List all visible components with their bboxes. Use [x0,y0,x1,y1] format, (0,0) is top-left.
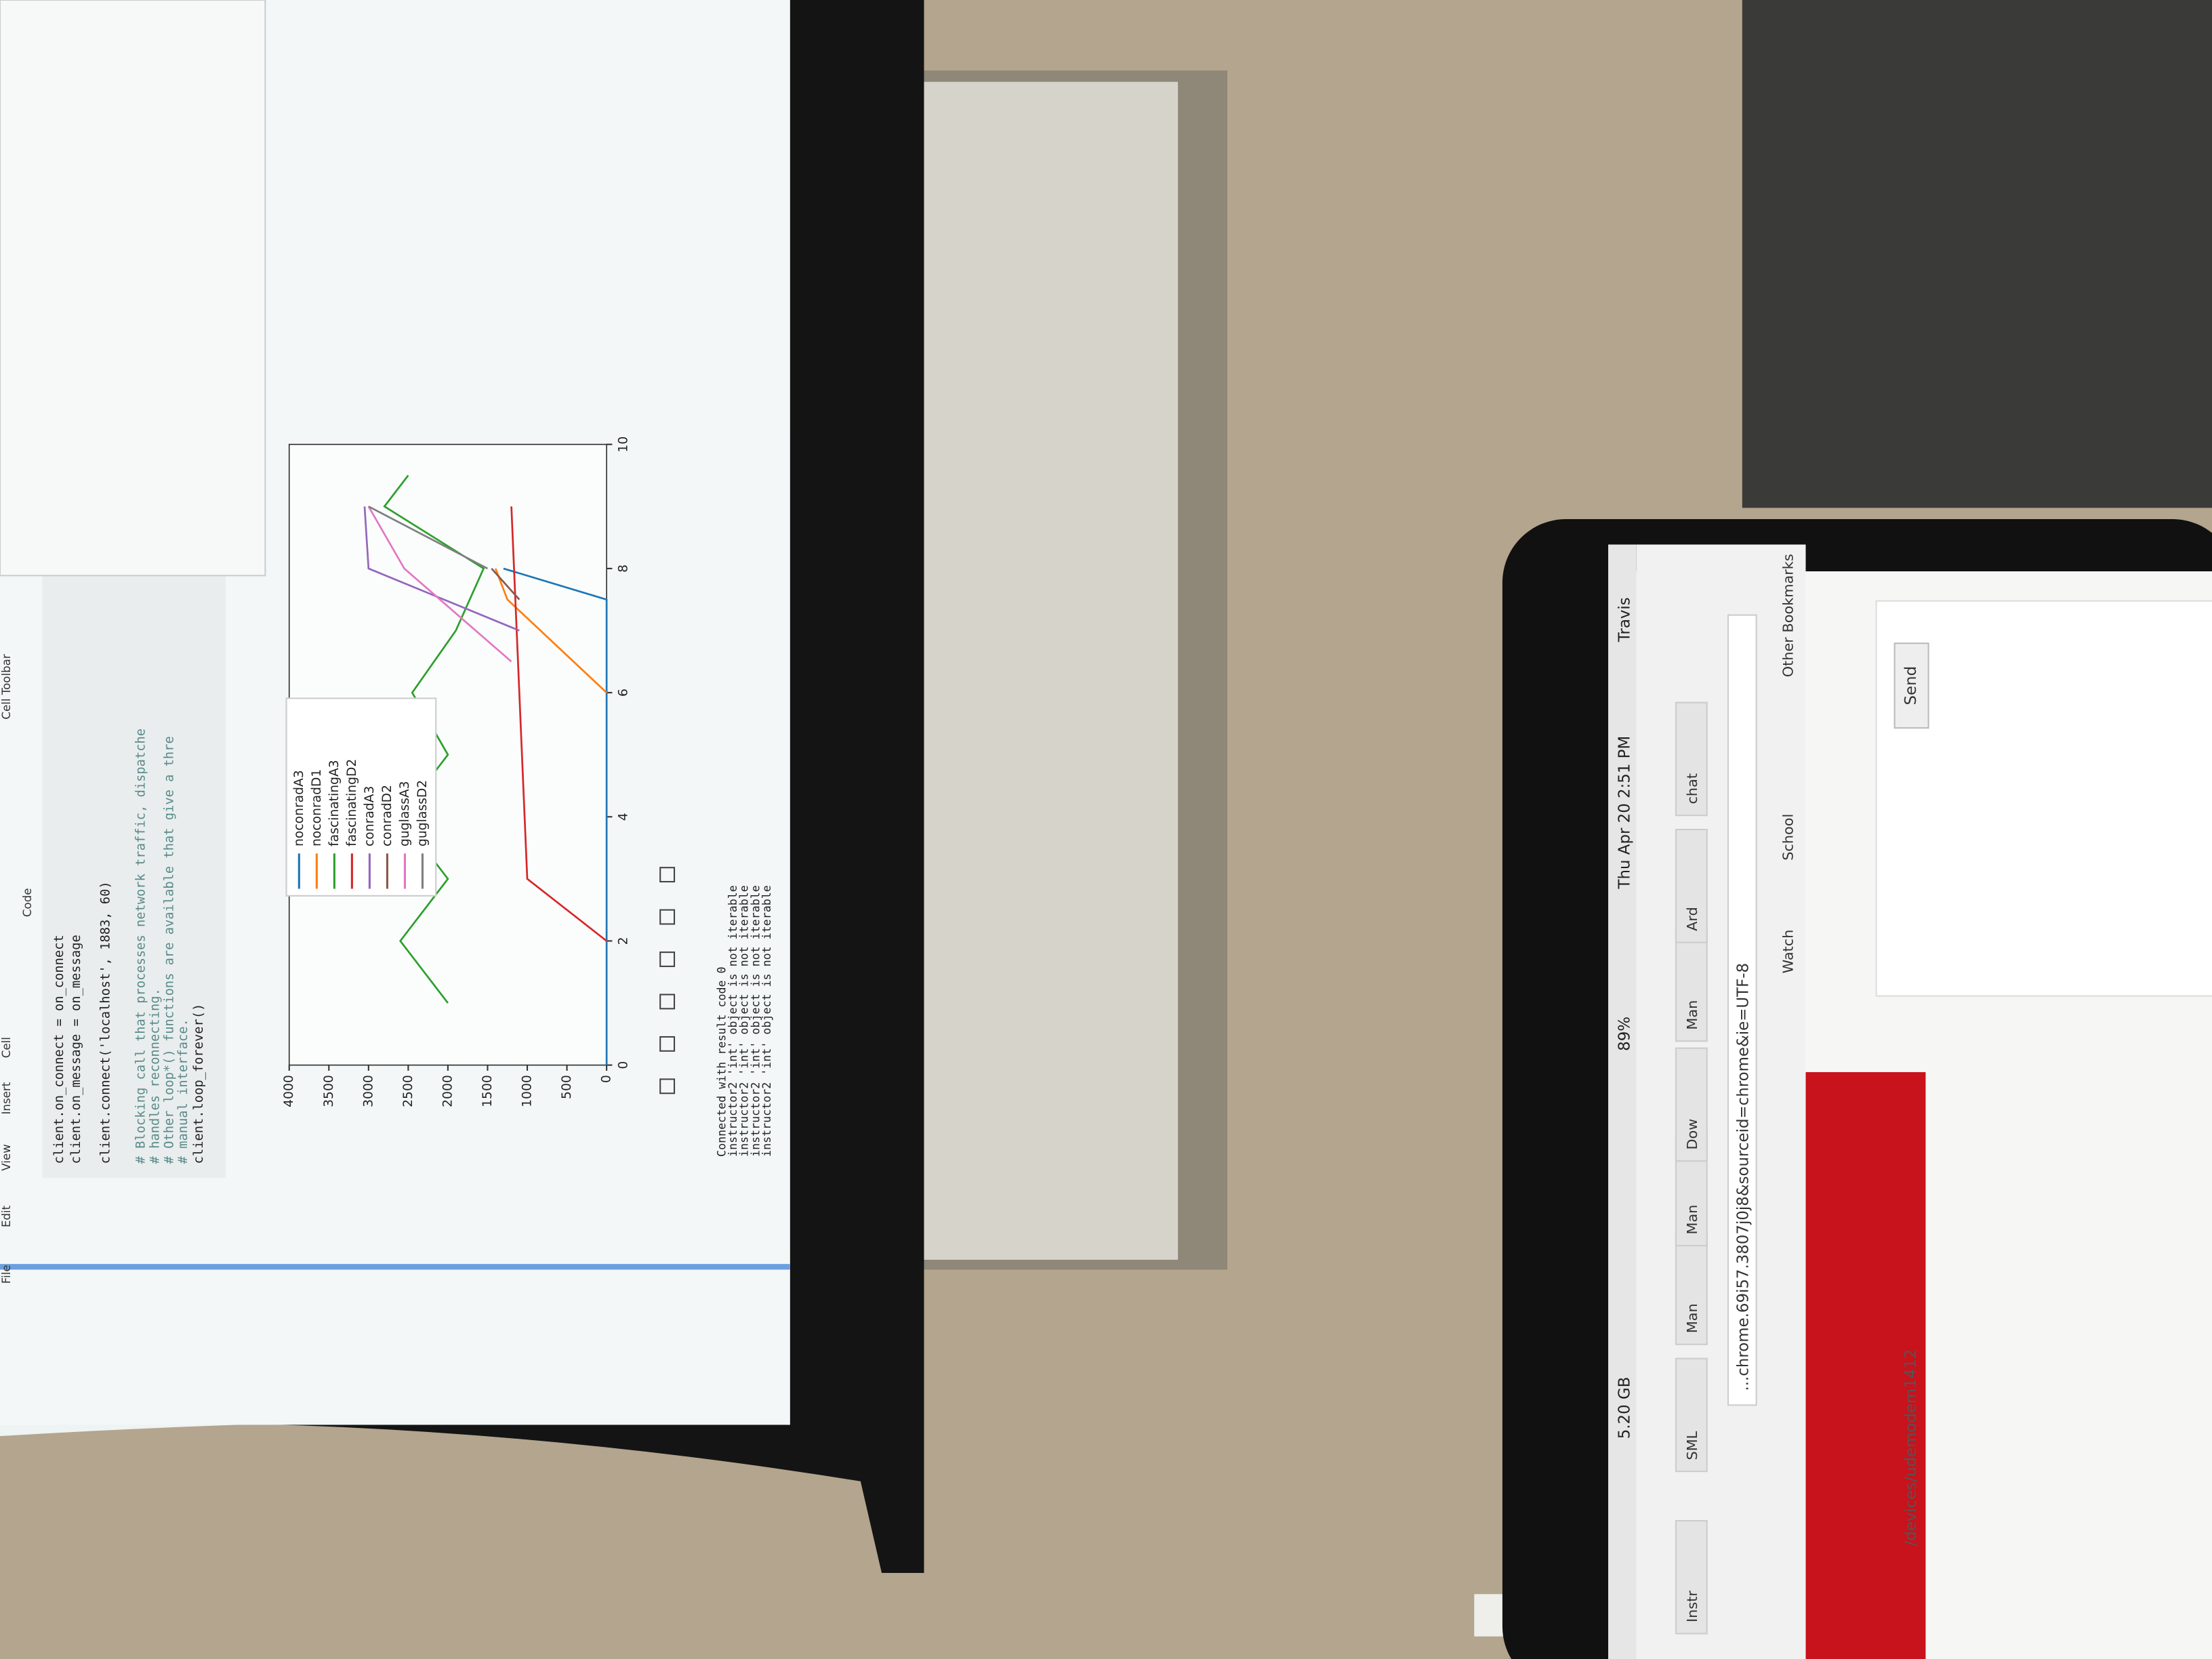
browser: 5.20 GB 89% Thu Apr 20 2:51 PM Travis Instr S… [1608,544,2212,1659]
menu-bar [1608,544,1637,1659]
x-tick-label: 0 [617,1061,631,1069]
whiteboard [895,81,1179,1260]
menu-item: Insert [0,1082,13,1114]
cell-type: Code [21,888,34,917]
y-tick-label: 0 [600,1075,614,1083]
legend-label: noconradA3 [292,770,306,846]
bookmark: Other Bookmarks [1780,554,1797,677]
series-line [363,506,520,632]
figure-tool [659,867,676,883]
tab [1675,1519,1708,1635]
output-line: instructor2 'int' object is not iterable [760,885,773,1157]
figure-tool [659,909,676,925]
y-tick-label: 2000 [441,1075,455,1107]
x-tick-label: 8 [617,565,631,573]
legend-box [285,697,437,897]
menu-bar-item: Thu Apr 20 2:51 PM [1616,736,1634,890]
code-line: client.loop_forever() [192,1004,206,1164]
tab-label: chat [1684,773,1700,804]
x-tick-label: 6 [617,689,631,697]
code-line: # manual interface. [176,1019,190,1164]
bookmark: Watch [1780,930,1797,974]
legend-label: noconradD1 [310,769,324,846]
send-label: Send [1902,666,1920,705]
code-line: # Other loop*() functions are available … [162,736,176,1164]
legend-label: fascinatingA3 [327,760,342,846]
overlay-window [0,0,266,577]
code-line: client.on_message = on_message [69,935,83,1164]
tab [1675,1047,1708,1162]
send-button[interactable] [1893,642,1929,729]
menu-item: Cell [0,1037,13,1058]
output-line: Connected with result code 0 [715,966,728,1157]
tab-label: Man [1684,1000,1700,1030]
code-line: client.connect('localhost', 1883, 60) [99,881,113,1164]
tab-label: Man [1684,1303,1700,1333]
tab-label: Man [1684,1205,1700,1235]
tab-label: Dow [1684,1119,1700,1150]
x-tick-label: 2 [617,937,631,945]
series-line [367,506,512,663]
cell-selection [0,1264,790,1270]
legend-label: guglassD2 [415,780,430,846]
menu-item: File [0,1265,13,1284]
menu-item: Edit [0,1205,13,1227]
series-line [368,506,489,570]
output-line: instructor2 'int' object is not iterable [726,885,739,1157]
menu-bar-item: 89% [1616,1017,1634,1051]
bookmark: School [1780,814,1797,861]
input-text: /devices/udemodem1412 [1902,1349,1920,1547]
y-tick-label: 3500 [322,1075,336,1107]
code-line: # handles reconnecting. [148,988,162,1164]
tab-label: Ard [1684,907,1700,931]
y-tick-label: 2500 [401,1075,415,1107]
address-bar [1727,614,1757,1406]
y-tick-label: 4000 [282,1075,296,1107]
tab [1675,701,1708,817]
figure-tool [659,1078,676,1094]
code-line: # Blocking call that processes network t… [134,729,148,1164]
y-tick-label: 1500 [480,1075,495,1107]
legend-label: conradD2 [380,785,394,846]
y-tick-label: 3000 [361,1075,375,1107]
x-tick-label: 10 [617,436,631,453]
figure-tool [659,951,676,967]
menu-item: View [0,1144,13,1171]
menu-bar-item: Travis [1616,597,1634,642]
red-banner [1805,1072,1926,1659]
figure-tool [659,1036,676,1052]
series-line [503,567,608,1065]
legend-label: conradA3 [363,786,377,846]
tab [1675,828,1708,943]
tab-label: Instr [1684,1591,1700,1622]
series-line [491,567,520,600]
y-tick-label: 500 [560,1075,574,1099]
menu-bar-item: 5.20 GB [1616,1377,1634,1439]
cell-toolbar: Cell Toolbar [0,654,13,719]
legend-label: guglassA3 [398,781,412,846]
series-line [510,506,607,942]
series-line [494,568,608,694]
carpet [1742,0,2212,508]
tab [1675,1357,1708,1473]
output-line: instructor2 'int' object is not iterable [749,885,762,1157]
legend-label: fascinatingD2 [345,759,359,846]
output-line: instructor2 'int' object is not iterable [738,885,751,1157]
text-area [1875,600,2212,997]
y-tick-label: 1000 [520,1075,535,1107]
x-tick-label: 4 [617,813,631,821]
code-line: client.on_connect = on_connect [52,935,66,1164]
browser-chrome [1636,544,1806,1659]
address: ...chrome.69i57.3807j0j8&sourceid=chrome… [1734,963,1752,1391]
tab-label: SML [1684,1431,1700,1460]
figure-tool [659,994,676,1010]
